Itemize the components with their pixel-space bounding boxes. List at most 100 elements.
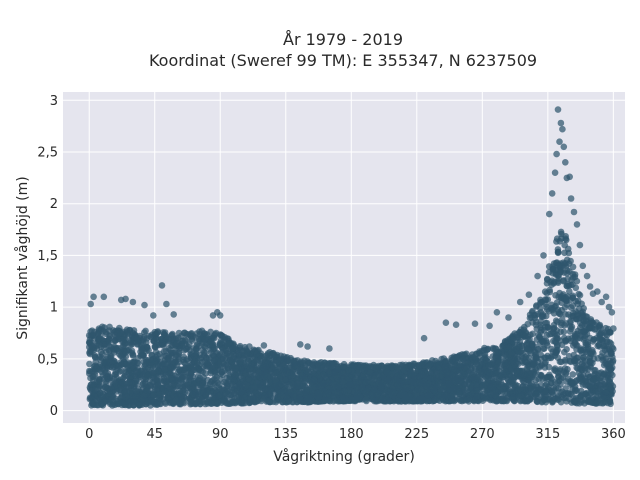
data-point	[569, 371, 577, 378]
data-point	[542, 300, 549, 308]
data-point	[125, 369, 133, 377]
data-point	[550, 278, 558, 286]
data-point	[529, 340, 536, 348]
data-point	[119, 379, 127, 386]
data-point	[529, 330, 536, 338]
data-point	[372, 372, 380, 379]
data-point	[544, 396, 552, 403]
data-point	[507, 365, 515, 373]
data-point	[161, 399, 169, 406]
data-point	[105, 327, 113, 334]
data-point	[95, 383, 103, 391]
data-point	[126, 327, 134, 334]
data-point	[160, 377, 168, 385]
data-point	[370, 386, 378, 394]
data-point	[562, 385, 569, 392]
data-point	[560, 328, 568, 336]
data-point	[509, 394, 516, 402]
data-point	[544, 324, 552, 331]
data-point	[302, 362, 309, 370]
data-point	[553, 299, 561, 306]
data-point	[276, 356, 284, 363]
data-point	[211, 376, 218, 383]
data-point	[203, 360, 211, 368]
data-points	[85, 106, 617, 409]
data-point	[563, 295, 570, 303]
data-point	[583, 346, 590, 353]
data-point	[568, 276, 575, 284]
data-point	[109, 364, 116, 371]
data-point	[239, 375, 246, 383]
data-point	[103, 358, 110, 365]
data-point	[117, 352, 124, 360]
data-point	[424, 392, 432, 399]
data-point	[193, 342, 200, 349]
data-point	[538, 312, 546, 320]
data-point	[562, 378, 570, 385]
data-point	[215, 361, 223, 368]
data-point	[562, 311, 569, 318]
data-point	[320, 371, 328, 378]
data-point	[143, 371, 151, 378]
data-point	[604, 366, 612, 374]
data-point	[114, 344, 122, 352]
data-point	[567, 313, 575, 320]
data-point	[348, 367, 356, 375]
data-point	[590, 375, 598, 383]
data-point	[589, 347, 596, 354]
data-point	[545, 363, 553, 371]
data-point	[140, 335, 147, 343]
data-point	[113, 329, 121, 337]
data-point	[459, 355, 466, 362]
data-point	[175, 329, 183, 337]
data-point	[570, 351, 578, 359]
data-point	[395, 397, 402, 405]
data-point	[160, 330, 168, 338]
data-point	[152, 376, 159, 383]
data-point	[606, 328, 614, 336]
data-point	[549, 266, 557, 273]
data-point	[111, 337, 118, 345]
data-point	[473, 393, 481, 400]
data-point	[341, 387, 348, 395]
data-point	[554, 248, 562, 256]
data-point	[166, 337, 173, 344]
data-point	[607, 340, 615, 347]
data-point	[562, 358, 569, 365]
data-point	[95, 328, 103, 336]
data-point	[600, 394, 608, 402]
data-point	[325, 389, 332, 397]
data-point	[93, 378, 101, 385]
data-point	[554, 369, 562, 377]
data-point	[564, 366, 571, 373]
data-point	[175, 350, 183, 358]
data-point	[211, 345, 218, 352]
data-point	[532, 321, 540, 329]
data-point	[92, 368, 99, 375]
data-point	[594, 388, 602, 396]
data-point	[365, 384, 372, 392]
data-point	[578, 349, 586, 357]
data-point	[183, 356, 191, 363]
data-point	[563, 270, 571, 277]
data-point	[128, 362, 136, 370]
data-point	[133, 375, 140, 383]
data-point	[200, 349, 208, 356]
data-point	[448, 356, 456, 364]
data-point	[188, 383, 196, 391]
data-point	[125, 379, 133, 386]
data-point	[567, 257, 574, 265]
data-point	[566, 288, 573, 295]
data-point	[457, 363, 464, 371]
data-point	[106, 332, 113, 339]
data-point	[554, 341, 561, 349]
data-point	[215, 391, 223, 399]
data-point	[469, 351, 476, 358]
data-point	[560, 391, 567, 398]
data-point	[521, 358, 529, 366]
data-point	[563, 398, 570, 405]
data-point	[445, 380, 452, 388]
data-point	[301, 378, 309, 386]
data-point	[401, 374, 409, 381]
data-point	[558, 321, 565, 329]
